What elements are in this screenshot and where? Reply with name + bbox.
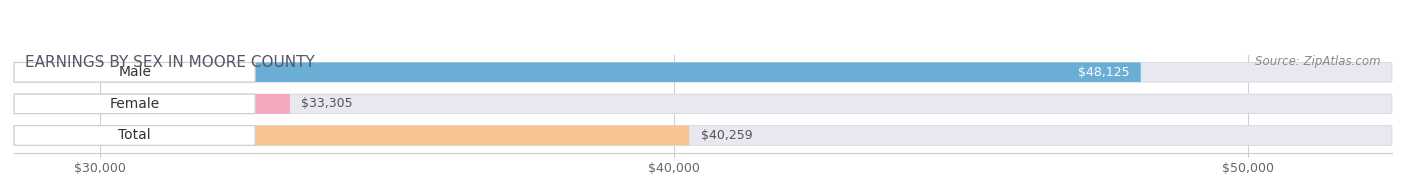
Text: Male: Male: [118, 65, 150, 79]
FancyBboxPatch shape: [14, 94, 1392, 114]
FancyBboxPatch shape: [14, 63, 1140, 82]
Text: EARNINGS BY SEX IN MOORE COUNTY: EARNINGS BY SEX IN MOORE COUNTY: [25, 55, 315, 70]
FancyBboxPatch shape: [14, 94, 290, 114]
FancyBboxPatch shape: [14, 126, 1392, 145]
Text: Female: Female: [110, 97, 160, 111]
Text: $48,125: $48,125: [1077, 66, 1129, 79]
FancyBboxPatch shape: [14, 63, 1392, 82]
FancyBboxPatch shape: [14, 126, 689, 145]
Text: Total: Total: [118, 129, 150, 142]
FancyBboxPatch shape: [14, 126, 256, 145]
FancyBboxPatch shape: [14, 63, 256, 82]
Text: $33,305: $33,305: [301, 97, 353, 110]
FancyBboxPatch shape: [14, 94, 256, 114]
Text: Source: ZipAtlas.com: Source: ZipAtlas.com: [1256, 55, 1381, 68]
Text: $40,259: $40,259: [700, 129, 752, 142]
